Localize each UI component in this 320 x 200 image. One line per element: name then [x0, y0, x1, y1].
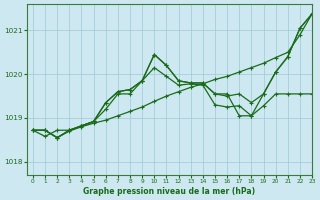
X-axis label: Graphe pression niveau de la mer (hPa): Graphe pression niveau de la mer (hPa): [84, 187, 256, 196]
